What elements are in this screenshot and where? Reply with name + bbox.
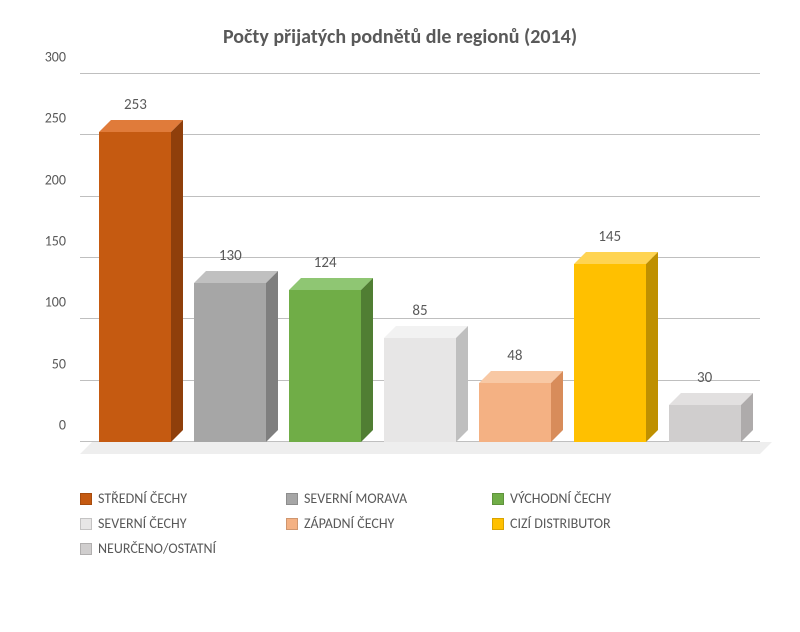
bar-front — [194, 283, 266, 442]
legend-label: NEURČENO/OSTATNÍ — [98, 540, 216, 557]
legend-item: SEVERNÍ MORAVA — [286, 490, 466, 507]
bar-side-face — [456, 326, 468, 442]
bar-side-face — [266, 271, 278, 442]
legend-item: ZÁPADNÍ ČECHY — [286, 515, 466, 532]
legend: STŘEDNÍ ČECHY SEVERNÍ MORAVA VÝCHODNÍ ČECH… — [80, 490, 760, 557]
bar: 145 — [574, 264, 646, 442]
bar-slot: 145 — [562, 74, 657, 442]
chart-container: Počty přijatých podnětů dle regionů (201… — [0, 0, 800, 632]
plot-area: 050100150200250300 253130124854814530 — [80, 74, 760, 454]
legend-item: NEURČENO/OSTATNÍ — [80, 540, 260, 557]
legend-label: VÝCHODNÍ ČECHY — [510, 490, 611, 507]
bar-side-face — [551, 371, 563, 442]
bar-value-label: 85 — [412, 302, 427, 320]
ytick-label: 250 — [45, 110, 66, 127]
bar-slot: 253 — [88, 74, 183, 442]
ytick-label: 0 — [59, 417, 66, 434]
bar-side-face — [171, 120, 183, 442]
bar-top-face — [669, 393, 753, 405]
bar-side-face — [646, 252, 658, 442]
bar: 124 — [289, 290, 361, 442]
bar-side-face — [361, 278, 373, 442]
legend-swatch — [286, 493, 298, 505]
legend-swatch — [80, 493, 92, 505]
bar-top-face — [384, 326, 468, 338]
bar-value-label: 30 — [697, 369, 712, 387]
bar-front — [384, 338, 456, 442]
ytick-label: 50 — [52, 355, 66, 372]
bar-slot: 30 — [657, 74, 752, 442]
bar: 130 — [194, 283, 266, 442]
chart-title: Počty přijatých podnětů dle regionů (201… — [30, 25, 770, 49]
bar-slot: 85 — [373, 74, 468, 442]
legend-label: ZÁPADNÍ ČECHY — [304, 515, 394, 532]
ytick-label: 300 — [45, 49, 66, 66]
bar-top-face — [194, 271, 278, 283]
legend-item: SEVERNÍ ČECHY — [80, 515, 260, 532]
bar: 48 — [479, 383, 551, 442]
legend-swatch — [286, 518, 298, 530]
bars-group: 253 130 124 85 48 145 30 — [80, 74, 760, 442]
bar-value-label: 48 — [507, 347, 522, 365]
legend-label: SEVERNÍ ČECHY — [98, 515, 187, 532]
bar: 253 — [99, 132, 171, 442]
legend-swatch — [80, 518, 92, 530]
ytick-label: 100 — [45, 294, 66, 311]
bar-front — [479, 383, 551, 442]
bar: 85 — [384, 338, 456, 442]
bar-value-label: 145 — [598, 228, 621, 246]
ytick-label: 150 — [45, 233, 66, 250]
bar-top-face — [574, 252, 658, 264]
legend-label: SEVERNÍ MORAVA — [304, 490, 407, 507]
legend-swatch — [492, 493, 504, 505]
bar-slot: 124 — [278, 74, 373, 442]
bar: 30 — [669, 405, 741, 442]
bar-top-face — [289, 278, 373, 290]
legend-label: STŘEDNÍ ČECHY — [98, 490, 187, 507]
bar-value-label: 253 — [124, 96, 147, 114]
bar-front — [289, 290, 361, 442]
chart-floor — [80, 442, 772, 454]
bar-front — [99, 132, 171, 442]
legend-item: STŘEDNÍ ČECHY — [80, 490, 260, 507]
bar-slot: 130 — [183, 74, 278, 442]
bar-value-label: 124 — [314, 254, 337, 272]
bar-front — [669, 405, 741, 442]
legend-item: VÝCHODNÍ ČECHY — [492, 490, 672, 507]
bar-value-label: 130 — [219, 247, 242, 265]
legend-swatch — [80, 543, 92, 555]
legend-label: CIZÍ DISTRIBUTOR — [510, 515, 611, 532]
bar-top-face — [479, 371, 563, 383]
ytick-label: 200 — [45, 171, 66, 188]
bar-top-face — [99, 120, 183, 132]
bar-slot: 48 — [467, 74, 562, 442]
legend-swatch — [492, 518, 504, 530]
bar-front — [574, 264, 646, 442]
legend-item: CIZÍ DISTRIBUTOR — [492, 515, 672, 532]
